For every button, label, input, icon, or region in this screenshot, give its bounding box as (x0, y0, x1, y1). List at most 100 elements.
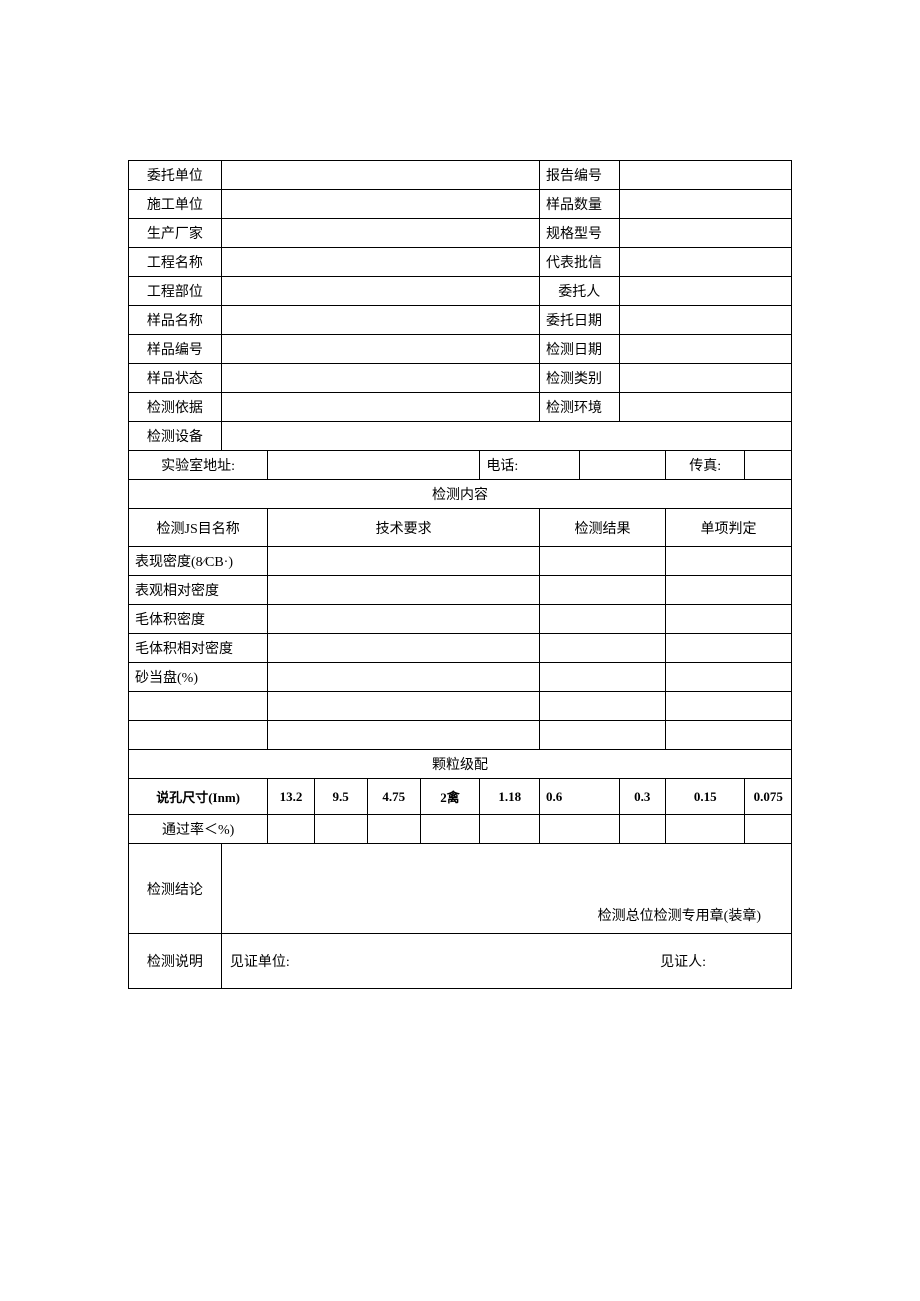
conclusion-label: 检测结论 (129, 844, 222, 934)
test-tech-req (268, 547, 540, 576)
field-value (619, 161, 791, 190)
test-tech-req (268, 692, 540, 721)
equipment-label: 检测设备 (129, 422, 222, 451)
sieve-size-row: 说孔尺寸(Inm) 13.2 9.5 4.75 2禽 1.18 0.6 0.3 … (129, 779, 792, 815)
content-section-title: 检测内容 (129, 480, 792, 509)
test-judge (665, 634, 791, 663)
test-judge (665, 663, 791, 692)
test-result (540, 663, 666, 692)
test-item-name (129, 692, 268, 721)
fax-label: 传真: (665, 451, 745, 480)
table-row: 表观相对密度 (129, 576, 792, 605)
field-label: 报告编号 (540, 161, 620, 190)
sieve-size: 0.15 (665, 779, 745, 815)
table-row: 生产厂家 规格型号 (129, 219, 792, 248)
col-judge: 单项判定 (665, 509, 791, 547)
test-judge (665, 576, 791, 605)
test-item-name: 砂当盘(%) (129, 663, 268, 692)
table-row: 工程名称 代表批信 (129, 248, 792, 277)
field-value (619, 393, 791, 422)
field-value (619, 335, 791, 364)
test-header-row: 检测JS目名称 技术要求 检测结果 单项判定 (129, 509, 792, 547)
field-label: 检测环境 (540, 393, 620, 422)
test-tech-req (268, 721, 540, 750)
table-row (129, 692, 792, 721)
test-result (540, 605, 666, 634)
test-result (540, 721, 666, 750)
section-title-row: 检测内容 (129, 480, 792, 509)
col-result: 检测结果 (540, 509, 666, 547)
witness-unit-label: 见证单位: (230, 951, 290, 971)
pass-rate-value (745, 815, 792, 844)
field-label: 工程名称 (129, 248, 222, 277)
table-row: 毛体积相对密度 (129, 634, 792, 663)
field-value (619, 364, 791, 393)
field-value (221, 422, 791, 451)
test-judge (665, 692, 791, 721)
conclusion-row: 检测结论 检测总位检测专用章(装章) (129, 844, 792, 934)
sieve-size: 2禽 (420, 779, 480, 815)
sieve-size: 13.2 (268, 779, 314, 815)
table-row: 表现密度(8∕CB·) (129, 547, 792, 576)
sieve-size: 4.75 (367, 779, 420, 815)
sieve-size-label: 说孔尺寸(Inm) (129, 779, 268, 815)
test-item-name: 毛体积密度 (129, 605, 268, 634)
field-value (619, 190, 791, 219)
table-row (129, 721, 792, 750)
pass-rate-value (420, 815, 480, 844)
field-value (221, 277, 539, 306)
contact-row: 实验室地址: 电话: 传真: (129, 451, 792, 480)
phone-value (579, 451, 665, 480)
lab-address-value (268, 451, 480, 480)
field-value (221, 190, 539, 219)
test-item-name: 毛体积相对密度 (129, 634, 268, 663)
test-tech-req (268, 634, 540, 663)
sieve-title-row: 颗粒级配 (129, 750, 792, 779)
table-row: 样品名称 委托日期 (129, 306, 792, 335)
test-item-name (129, 721, 268, 750)
field-value (221, 393, 539, 422)
field-label: 样品编号 (129, 335, 222, 364)
table-row: 检测依据 检测环境 (129, 393, 792, 422)
field-value (221, 306, 539, 335)
test-judge (665, 721, 791, 750)
table-row: 施工单位 样品数量 (129, 190, 792, 219)
field-value (619, 248, 791, 277)
test-item-name: 表现密度(8∕CB·) (129, 547, 268, 576)
field-label: 样品数量 (540, 190, 620, 219)
pass-rate-value (314, 815, 367, 844)
field-label: 检测类别 (540, 364, 620, 393)
sieve-section-title: 颗粒级配 (129, 750, 792, 779)
test-result (540, 692, 666, 721)
test-tech-req (268, 605, 540, 634)
table-row: 样品编号 检测日期 (129, 335, 792, 364)
field-label: 施工单位 (129, 190, 222, 219)
sieve-size: 0.6 (540, 779, 620, 815)
field-label: 样品状态 (129, 364, 222, 393)
field-value (619, 277, 791, 306)
col-tech-req: 技术要求 (268, 509, 540, 547)
lab-address-label: 实验室地址: (129, 451, 268, 480)
field-value (221, 248, 539, 277)
field-label: 规格型号 (540, 219, 620, 248)
pass-rate-value (665, 815, 745, 844)
test-tech-req (268, 576, 540, 605)
field-value (619, 306, 791, 335)
witness-person-label: 见证人: (660, 951, 706, 971)
notes-label: 检测说明 (129, 934, 222, 989)
sieve-size: 9.5 (314, 779, 367, 815)
phone-label: 电话: (480, 451, 579, 480)
test-result (540, 547, 666, 576)
field-value (221, 161, 539, 190)
field-label: 检测依据 (129, 393, 222, 422)
field-label: 代表批信 (540, 248, 620, 277)
test-judge (665, 547, 791, 576)
test-judge (665, 605, 791, 634)
sieve-size: 0.3 (619, 779, 665, 815)
pass-rate-value (367, 815, 420, 844)
seal-text: 检测总位检测专用章(装章) (221, 844, 791, 934)
table-row: 检测设备 (129, 422, 792, 451)
table-row: 工程部位 委托人 (129, 277, 792, 306)
col-item-name: 检测JS目名称 (129, 509, 268, 547)
field-label: 委托人 (540, 277, 620, 306)
